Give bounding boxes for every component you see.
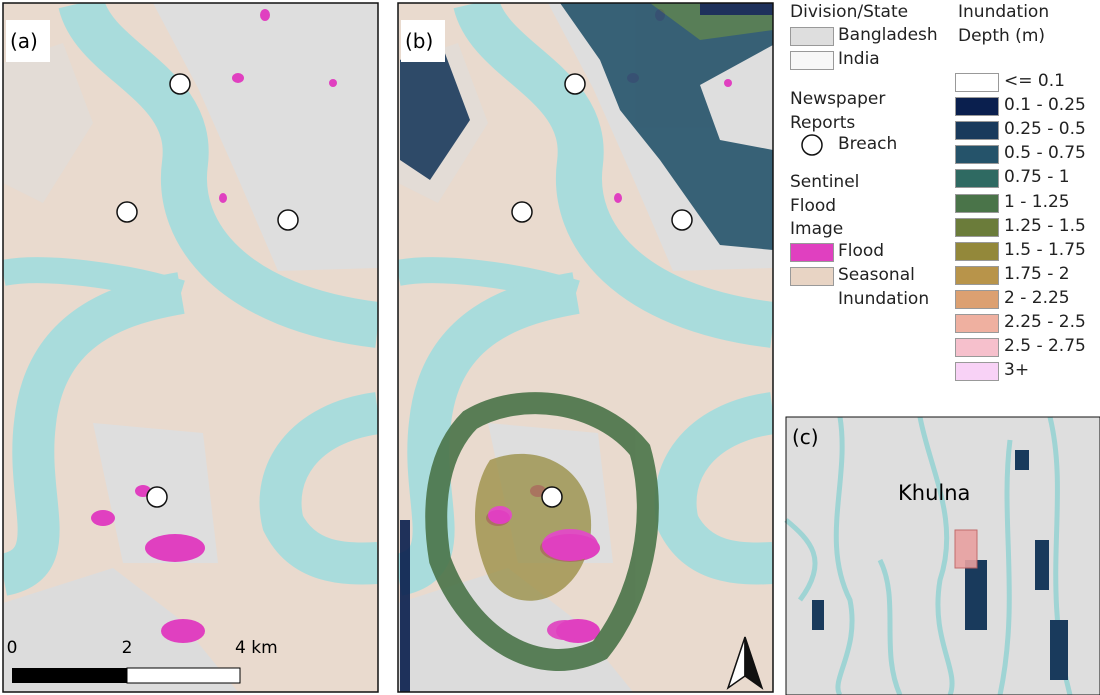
scale-bar	[126, 667, 241, 684]
legend-title: Division/State	[790, 2, 909, 22]
map-panel-a	[3, 3, 378, 692]
depth-label: 0.1 - 0.25	[1004, 95, 1086, 116]
scale-label: 2	[122, 638, 133, 658]
panel-frame	[2, 2, 379, 693]
depth-label: 2 - 2.25	[1004, 287, 1070, 308]
legend-title: Sentinel Flood Image	[790, 172, 860, 239]
breach	[116, 201, 138, 223]
legend-item: India	[838, 49, 880, 69]
scale-label: 4 km	[235, 638, 278, 658]
panel-label: (c)	[792, 425, 819, 449]
depth-overlay	[400, 3, 773, 692]
depth-swatch	[955, 121, 999, 141]
legend-item: Flood	[838, 241, 885, 261]
depth-swatch	[955, 289, 999, 309]
depth-label: 1.5 - 1.75	[1004, 239, 1086, 260]
depth-label: 2.5 - 2.75	[1004, 336, 1086, 357]
depth-swatch	[955, 241, 999, 261]
legend-title: Inundation Depth (m)	[958, 2, 1050, 46]
depth-label: 0.25 - 0.5	[1004, 119, 1086, 140]
depth-swatch	[955, 217, 999, 237]
legend-title: Newspaper Reports	[790, 89, 886, 133]
label-box	[6, 20, 50, 62]
panel-frame	[397, 2, 774, 693]
legend-item: Breach	[838, 134, 898, 154]
depth-swatch	[955, 362, 999, 382]
breach	[541, 486, 563, 508]
place-label: Khulna	[898, 481, 970, 505]
breach	[511, 201, 533, 223]
depth-swatch	[955, 338, 999, 358]
depth-label: 1.25 - 1.5	[1004, 215, 1086, 236]
breach	[146, 486, 168, 508]
breach-markers	[116, 73, 693, 508]
depth-label: 2.25 - 2.5	[1004, 312, 1086, 332]
breach	[671, 209, 693, 231]
scale-bar	[12, 668, 127, 683]
depth-swatch	[955, 73, 999, 92]
depth-swatch	[955, 265, 999, 285]
depth-label: 0.75 - 1	[1004, 167, 1070, 188]
legend-swatch	[790, 27, 834, 46]
scale-label: 0	[7, 638, 18, 658]
legend-swatch	[790, 243, 834, 262]
depth-swatch	[955, 169, 999, 189]
depth-swatch	[955, 193, 999, 213]
panel-label: (b)	[405, 29, 433, 53]
breach	[169, 73, 191, 95]
legend-swatch	[790, 51, 834, 70]
label-box	[401, 20, 445, 62]
legend-breach-symbol	[801, 134, 823, 156]
depth-label: 1.75 - 2	[1004, 263, 1070, 284]
breach	[564, 73, 586, 95]
legend-item: Bangladesh	[838, 25, 938, 45]
depth-swatch	[955, 314, 999, 333]
inset-map	[784, 416, 1100, 695]
depth-swatch	[955, 97, 999, 117]
depth-label: 1 - 1.25	[1004, 191, 1070, 212]
depth-label: 0.5 - 0.75	[1004, 143, 1086, 164]
north-arrow	[726, 636, 764, 690]
legend-item: Seasonal Inundation	[838, 265, 930, 309]
depth-swatch	[955, 145, 999, 165]
legend-swatch	[790, 267, 834, 286]
depth-label: <= 0.1	[1004, 71, 1065, 91]
panel-label: (a)	[10, 29, 38, 53]
depth-label: 3+	[1004, 360, 1030, 381]
breach	[277, 209, 299, 231]
